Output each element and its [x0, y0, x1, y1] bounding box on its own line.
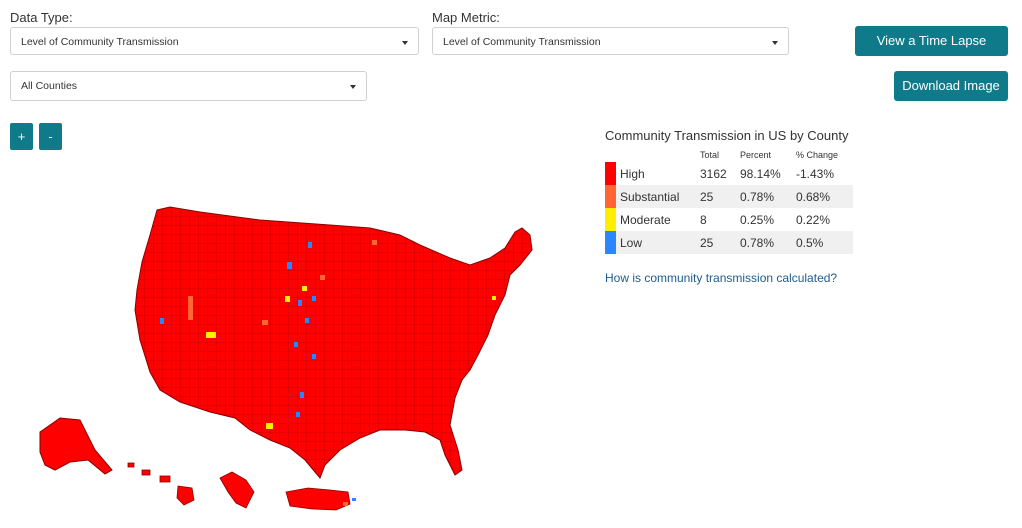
us-county-map[interactable]	[0, 150, 560, 520]
data-type-select[interactable]: Level of Community Transmission	[10, 27, 419, 55]
moderate-label: Moderate	[620, 212, 671, 227]
percent-column-header: Percent	[740, 150, 772, 160]
chevron-down-icon	[402, 41, 408, 45]
legend-title: Community Transmission in US by County	[605, 128, 849, 143]
high-swatch	[605, 162, 616, 185]
hawaii-shape[interactable]	[127, 462, 195, 506]
view-time-lapse-button[interactable]: View a Time Lapse	[855, 26, 1008, 56]
high-percent: 98.14%	[740, 166, 781, 181]
low-label: Low	[616, 231, 700, 254]
moderate-total: 8	[700, 212, 707, 227]
zoom-out-button[interactable]: -	[39, 123, 62, 150]
other-level-counties	[160, 240, 496, 506]
county-value: All Counties	[21, 80, 78, 92]
guam-shape[interactable]	[219, 471, 255, 509]
low-total: 25	[700, 231, 740, 254]
substantial-total: 25	[700, 185, 740, 208]
low-percent: 0.78%	[740, 231, 796, 254]
map-metric-value: Level of Community Transmission	[443, 36, 601, 48]
data-type-value: Level of Community Transmission	[21, 36, 179, 48]
download-image-button[interactable]: Download Image	[894, 71, 1008, 101]
substantial-change: 0.68%	[796, 185, 853, 208]
moderate-percent: 0.25%	[740, 212, 775, 227]
low-swatch	[605, 231, 616, 254]
data-type-label: Data Type:	[10, 10, 73, 25]
moderate-change: 0.22%	[796, 212, 831, 227]
substantial-label: Substantial	[616, 185, 700, 208]
moderate-swatch	[605, 208, 616, 231]
county-select[interactable]: All Counties	[10, 71, 367, 101]
contiguous-us-shape[interactable]	[134, 206, 533, 479]
map-metric-label: Map Metric:	[432, 10, 500, 25]
legend-header-row: Total Percent % Change	[605, 148, 853, 162]
puerto-rico-shape[interactable]	[285, 487, 351, 511]
zoom-in-button[interactable]: +	[10, 123, 33, 150]
transmission-calculation-link[interactable]: How is community transmission calculated…	[605, 271, 838, 285]
alaska-shape[interactable]	[39, 417, 113, 475]
legend-row-low: Low 25 0.78% 0.5%	[605, 231, 853, 254]
legend-row-moderate: Moderate 8 0.25% 0.22%	[605, 208, 853, 231]
legend-table: Total Percent % Change High 3162 98.14% …	[605, 148, 853, 254]
substantial-percent: 0.78%	[740, 185, 796, 208]
legend-row-substantial: Substantial 25 0.78% 0.68%	[605, 185, 853, 208]
total-column-header: Total	[700, 150, 720, 160]
high-total: 3162	[700, 166, 727, 181]
high-change: -1.43%	[796, 166, 835, 181]
high-label: High	[620, 166, 645, 181]
chevron-down-icon	[772, 41, 778, 45]
chevron-down-icon	[350, 85, 356, 89]
change-column-header: % Change	[796, 150, 839, 160]
low-change: 0.5%	[796, 231, 853, 254]
map-metric-select[interactable]: Level of Community Transmission	[432, 27, 789, 55]
substantial-swatch	[605, 185, 616, 208]
legend-row-high: High 3162 98.14% -1.43%	[605, 162, 853, 185]
